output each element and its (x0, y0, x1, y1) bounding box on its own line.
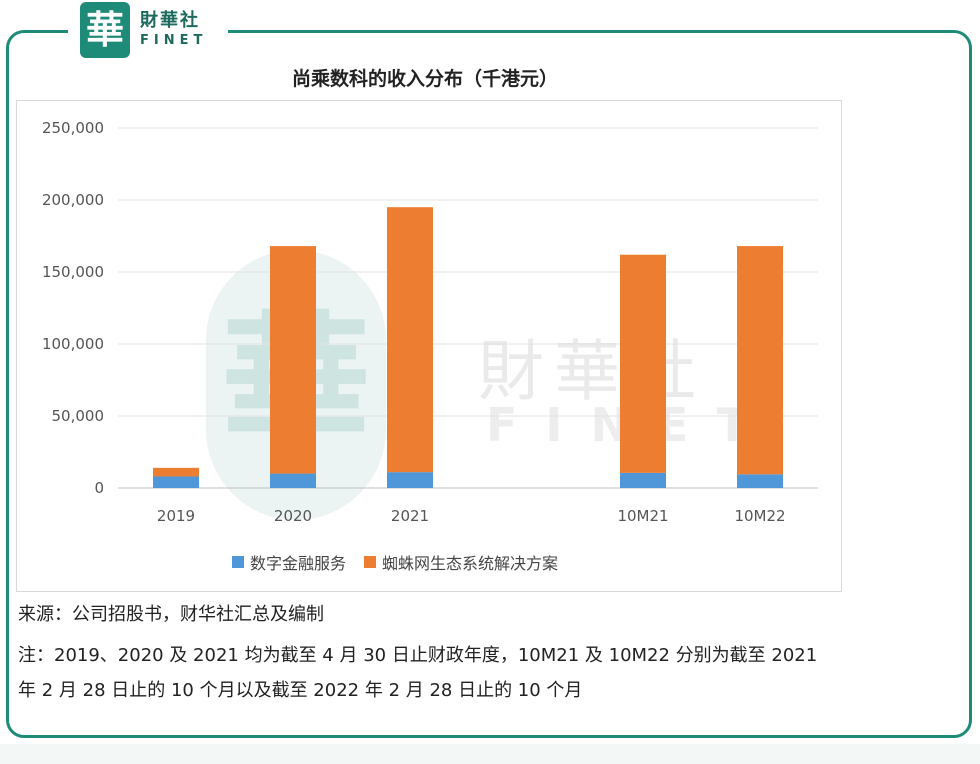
x-tick-label: 10M22 (734, 507, 785, 525)
legend-label-spider-web: 蜘蛛网生态系统解决方案 (382, 554, 559, 573)
bar-digital-finance (387, 472, 433, 488)
logo-mark: 華 (80, 2, 130, 58)
y-tick-label: 50,000 (52, 407, 105, 425)
bar-spider-web (153, 467, 199, 477)
legend-item-spider-web: 蜘蛛网生态系统解决方案 (364, 550, 558, 574)
watermark-en: FINET (486, 398, 776, 452)
y-tick-label: 100,000 (42, 335, 104, 353)
y-tick-label: 250,000 (42, 119, 104, 137)
legend-item-digital-finance: 数字金融服务 (232, 550, 346, 574)
x-tick-label: 10M21 (617, 507, 668, 525)
chart-area (16, 100, 842, 592)
bar-spider-web (737, 246, 783, 475)
bar-spider-web (270, 246, 316, 474)
bar-digital-finance (153, 476, 199, 488)
bar-digital-finance (620, 472, 666, 488)
legend-swatch-digital-finance (232, 556, 244, 568)
bar-digital-finance (270, 473, 316, 488)
y-tick-label: 200,000 (42, 191, 104, 209)
y-tick-label: 150,000 (42, 263, 104, 281)
footnote-line-1: 注：2019、2020 及 2021 均为截至 4 月 30 日止财政年度，10… (18, 645, 818, 666)
bar-spider-web (620, 254, 666, 473)
chart-legend: 数字金融服务 蜘蛛网生态系统解决方案 (232, 551, 576, 573)
legend-swatch-spider-web (364, 556, 377, 568)
footer-strip (0, 744, 980, 764)
logo-name-en: FINET (140, 33, 208, 48)
revenue-chart: 0 50,000 100,000 150,000 200,000 250,000 2019 2… (42, 119, 818, 525)
finet-logo: 華 財華社 FINET (68, 0, 228, 62)
x-tick-label: 2019 (157, 507, 195, 525)
source-note: 来源：公司招股书，财华社汇总及编制 (18, 604, 324, 625)
footnote-line-2: 年 2 月 28 日止的 10 个月以及截至 2022 年 2 月 28 日止的… (18, 680, 583, 701)
y-tick-label: 0 (94, 479, 104, 497)
x-tick-label: 2020 (274, 507, 312, 525)
content-frame (6, 30, 972, 738)
legend-label-digital-finance: 数字金融服务 (250, 554, 347, 573)
logo-name-cn: 財華社 (140, 10, 200, 31)
chart-title: 尚乘数科的收入分布（千港元） (291, 68, 558, 90)
x-tick-label: 2021 (391, 507, 429, 525)
bar-spider-web (387, 207, 433, 473)
bar-digital-finance (737, 474, 783, 488)
